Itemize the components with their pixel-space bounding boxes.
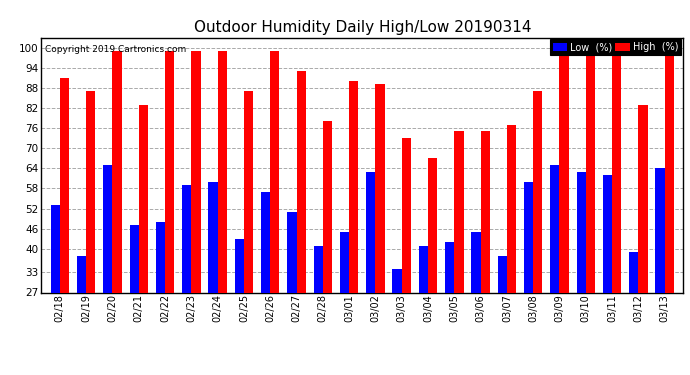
Bar [551,165,560,375]
Bar [586,51,595,375]
Bar [112,51,121,375]
Bar [402,138,411,375]
Bar [77,256,86,375]
Bar [454,132,464,375]
Bar [60,78,69,375]
Bar [428,158,437,375]
Bar [603,175,612,375]
Text: Copyright 2019 Cartronics.com: Copyright 2019 Cartronics.com [45,45,186,54]
Bar [471,232,481,375]
Bar [349,81,358,375]
Bar [445,242,454,375]
Bar [156,222,165,375]
Bar [270,51,279,375]
Bar [638,105,648,375]
Bar [297,71,306,375]
Bar [217,51,227,375]
Bar [261,192,270,375]
Bar [313,246,323,375]
Bar [130,225,139,375]
Bar [244,91,253,375]
Bar [393,269,402,375]
Bar [497,256,507,375]
Bar [560,51,569,375]
Bar [507,125,516,375]
Bar [235,239,244,375]
Bar [656,168,664,375]
Bar [524,182,533,375]
Bar [533,91,542,375]
Bar [139,105,148,375]
Bar [577,172,586,375]
Bar [340,232,349,375]
Title: Outdoor Humidity Daily High/Low 20190314: Outdoor Humidity Daily High/Low 20190314 [193,20,531,35]
Bar [191,51,201,375]
Bar [182,185,191,375]
Bar [375,84,384,375]
Bar [287,212,297,375]
Bar [481,132,490,375]
Bar [208,182,217,375]
Bar [86,91,95,375]
Bar [664,48,674,375]
Bar [419,246,428,375]
Bar [50,205,60,375]
Bar [629,252,638,375]
Bar [612,51,621,375]
Bar [104,165,112,375]
Bar [366,172,375,375]
Legend: Low  (%), High  (%): Low (%), High (%) [550,39,681,55]
Bar [323,122,332,375]
Bar [165,51,174,375]
